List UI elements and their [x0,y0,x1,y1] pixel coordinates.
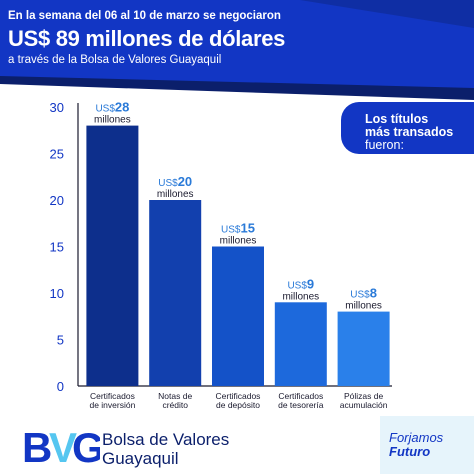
x-tick-label: Notas de [158,391,192,401]
callout-line-2: más transados [365,125,454,139]
bar-unit-label: millones [220,236,257,247]
x-tick-label: de tesorería [278,400,324,410]
bar-unit-label: millones [94,115,131,126]
bar-value-label: US$20 [158,174,192,189]
y-tick-label: 15 [50,240,64,255]
x-tick-label: Certificados [90,391,135,401]
header-banner: En la semana del 06 al 10 de marzo se ne… [0,0,474,100]
slogan: Forjamos Futuro [389,431,443,459]
slogan-line-1: Forjamos [389,430,444,445]
x-tick-label: acumulación [340,400,388,410]
bar-unit-label: millones [345,301,382,312]
bar-unit-label: millones [157,189,194,200]
slogan-box [380,416,474,474]
header-amount-suffix: millones de dólares [85,26,286,51]
bvg-logo-icon: B V G [22,424,100,468]
y-tick-label: 30 [50,100,64,115]
bar [337,311,390,386]
brand-line-1: Bolsa de Valores [102,430,230,449]
bar-value-label: US$9 [287,276,314,291]
callout-line-3: fueron: [365,138,404,152]
y-tick-label: 10 [50,286,64,301]
bar [274,302,327,386]
bar-value-label: US$8 [350,286,377,301]
x-tick-label: Certificados [278,391,323,401]
x-tick-label: Pólizas de [344,391,383,401]
bar-unit-label: millones [282,291,319,302]
callout-box: Los títulos más transados fueron: [341,102,474,154]
footer [0,418,380,474]
header-line-3: a través de la Bolsa de Valores Guayaqui… [8,54,222,66]
svg-text:B: B [22,424,52,468]
callout-line-1: Los títulos [365,112,429,126]
header-background [0,0,474,100]
header-currency: US$ [8,26,50,51]
header-line-1: En la semana del 06 al 10 de marzo se ne… [8,10,281,22]
brand-line-2: Guayaquil [102,449,179,468]
bar [212,246,264,386]
svg-text:V: V [49,424,77,468]
y-tick-label: 5 [57,333,64,348]
svg-text:G: G [72,424,100,468]
bar-value-label: US$28 [95,100,129,115]
x-tick-label: de depósito [216,400,260,410]
bar [149,200,202,386]
x-tick-label: crédito [162,400,188,410]
x-tick-label: de inversión [89,400,135,410]
y-tick-label: 0 [57,379,64,394]
brand-name: Bolsa de Valores Guayaquil [102,430,229,468]
y-tick-label: 20 [50,193,64,208]
bar [86,125,139,386]
header-amount-value: 89 [55,26,80,51]
x-tick-label: Certificados [216,391,261,401]
slogan-line-2: Futuro [389,444,431,459]
bar-value-label: US$15 [221,221,255,236]
header-amount: US$ 89 millones de dólares [8,26,285,52]
y-tick-label: 25 [50,147,64,162]
